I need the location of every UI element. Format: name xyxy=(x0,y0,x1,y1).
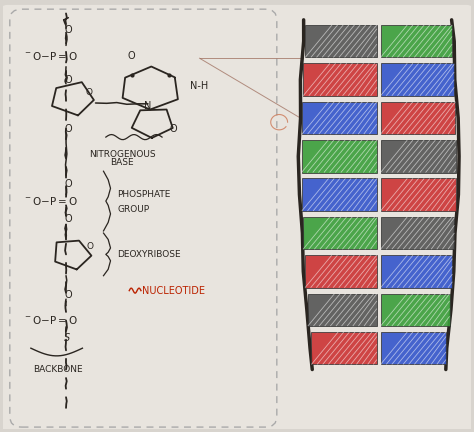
Text: $^-$O$-$P$=$O: $^-$O$-$P$=$O xyxy=(23,314,78,327)
Bar xyxy=(311,332,377,365)
Text: $^-$O$-$P$=$O: $^-$O$-$P$=$O xyxy=(23,195,78,207)
Bar xyxy=(381,294,449,326)
Text: O: O xyxy=(64,75,72,85)
Bar xyxy=(381,25,452,57)
Bar xyxy=(305,255,377,288)
Text: O: O xyxy=(86,242,93,251)
Text: PHOSPHATE: PHOSPHATE xyxy=(118,190,171,199)
Text: O: O xyxy=(64,124,72,133)
Text: NITROGENOUS: NITROGENOUS xyxy=(89,149,155,159)
Bar xyxy=(302,102,377,134)
Text: O: O xyxy=(64,25,72,35)
Text: O: O xyxy=(64,179,72,189)
Bar xyxy=(301,140,377,172)
Text: O: O xyxy=(85,88,92,97)
Text: DEOXYRIBOSE: DEOXYRIBOSE xyxy=(118,250,181,259)
Text: GROUP: GROUP xyxy=(118,205,150,214)
Text: N-H: N-H xyxy=(190,81,209,91)
Text: BASE: BASE xyxy=(110,158,134,167)
Bar xyxy=(381,102,456,134)
Bar xyxy=(308,294,377,326)
Bar xyxy=(381,64,454,96)
Bar xyxy=(381,332,446,365)
Text: NUCLEOTIDE: NUCLEOTIDE xyxy=(142,286,205,295)
Bar xyxy=(303,64,377,96)
Text: BACKBONE: BACKBONE xyxy=(33,365,83,374)
Bar xyxy=(381,217,455,249)
Bar xyxy=(381,140,456,172)
Text: O: O xyxy=(128,51,136,61)
Text: O: O xyxy=(64,290,72,300)
Text: $^-$O$-$P$=$O: $^-$O$-$P$=$O xyxy=(23,50,78,62)
Bar xyxy=(381,255,452,288)
FancyBboxPatch shape xyxy=(0,5,474,432)
Text: O: O xyxy=(170,124,178,133)
Text: O: O xyxy=(64,214,72,224)
Bar xyxy=(381,178,456,211)
Text: S: S xyxy=(64,334,71,343)
Bar xyxy=(303,217,377,249)
Bar xyxy=(302,178,377,211)
Bar xyxy=(305,25,377,57)
Text: N: N xyxy=(144,101,152,111)
